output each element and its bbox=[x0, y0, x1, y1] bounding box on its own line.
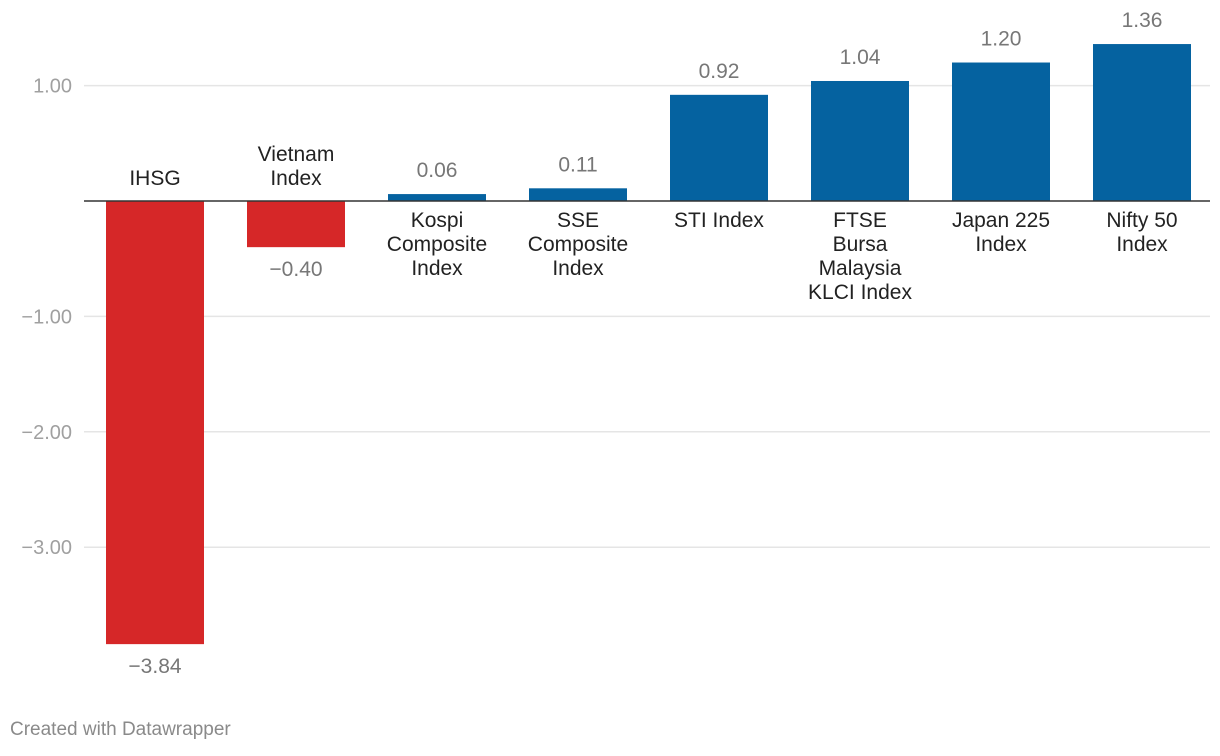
y-tick-label: 1.00 bbox=[33, 76, 72, 98]
y-tick-label: −2.00 bbox=[21, 422, 72, 444]
category-label: Index bbox=[1116, 233, 1168, 256]
bar bbox=[529, 188, 627, 201]
value-label: 0.92 bbox=[699, 60, 740, 83]
footer-credit: Created with Datawrapper bbox=[10, 719, 231, 740]
bar-chart: 1.00−1.00−2.00−3.00IHSG−3.84VietnamIndex… bbox=[21, 9, 1210, 678]
category-label: Nifty 50 bbox=[1106, 209, 1177, 232]
y-tick-label: −1.00 bbox=[21, 306, 72, 328]
value-label: −3.84 bbox=[128, 655, 181, 678]
bar bbox=[1093, 44, 1191, 201]
category-label: Index bbox=[552, 257, 604, 280]
category-label: Japan 225 bbox=[952, 209, 1050, 232]
category-label: Bursa bbox=[833, 233, 888, 256]
category-label: STI Index bbox=[674, 209, 764, 232]
category-label: SSE bbox=[557, 209, 599, 232]
bar bbox=[247, 201, 345, 248]
bar bbox=[952, 62, 1050, 201]
y-tick-label: −3.00 bbox=[21, 537, 72, 559]
category-label: Index bbox=[411, 257, 463, 280]
value-label: −0.40 bbox=[269, 258, 322, 281]
category-label: Composite bbox=[528, 233, 628, 256]
value-label: 1.04 bbox=[840, 46, 881, 69]
bar bbox=[388, 194, 486, 201]
category-label: IHSG bbox=[129, 167, 180, 190]
category-label: Index bbox=[270, 167, 322, 190]
bar bbox=[106, 201, 204, 645]
category-label: Kospi bbox=[411, 209, 464, 232]
value-label: 1.20 bbox=[981, 28, 1022, 51]
bar bbox=[670, 94, 768, 201]
category-label: Composite bbox=[387, 233, 487, 256]
value-label: 0.06 bbox=[417, 159, 458, 182]
value-label: 0.11 bbox=[558, 153, 597, 176]
bar bbox=[811, 80, 909, 201]
value-label: 1.36 bbox=[1122, 9, 1163, 32]
category-label: Index bbox=[975, 233, 1027, 256]
category-label: FTSE bbox=[833, 209, 887, 232]
category-label: Vietnam bbox=[258, 143, 335, 166]
category-label: KLCI Index bbox=[808, 281, 912, 304]
category-label: Malaysia bbox=[819, 257, 902, 280]
